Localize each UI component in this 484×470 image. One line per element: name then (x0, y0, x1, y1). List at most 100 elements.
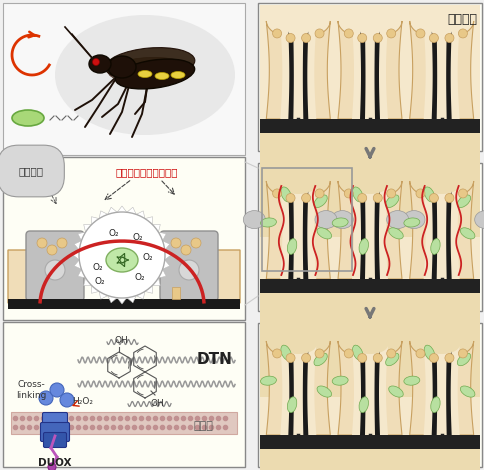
Circle shape (373, 353, 381, 362)
Ellipse shape (402, 211, 424, 228)
Polygon shape (359, 191, 379, 279)
Bar (259, 165, 479, 309)
Circle shape (444, 194, 453, 203)
Text: DTN: DTN (197, 352, 232, 368)
Bar (259, 435, 479, 449)
Circle shape (286, 33, 294, 42)
Text: O₂: O₂ (142, 253, 153, 263)
Circle shape (415, 349, 424, 358)
Circle shape (60, 393, 74, 407)
FancyBboxPatch shape (26, 231, 84, 301)
Circle shape (39, 391, 53, 405)
Polygon shape (293, 33, 302, 119)
Ellipse shape (332, 218, 348, 227)
Polygon shape (431, 351, 451, 435)
Ellipse shape (332, 376, 348, 385)
Polygon shape (126, 296, 136, 303)
Bar (259, 119, 479, 133)
Text: H₂O₂: H₂O₂ (72, 398, 93, 407)
Ellipse shape (352, 187, 363, 202)
Circle shape (179, 260, 198, 280)
Circle shape (428, 353, 438, 362)
Ellipse shape (260, 376, 276, 385)
Ellipse shape (474, 211, 484, 228)
Ellipse shape (108, 57, 188, 83)
Circle shape (315, 29, 323, 38)
FancyBboxPatch shape (44, 432, 66, 447)
Ellipse shape (317, 228, 331, 239)
Polygon shape (152, 225, 160, 232)
Text: DUOX: DUOX (38, 458, 72, 468)
Circle shape (428, 194, 438, 203)
Circle shape (444, 33, 453, 42)
Ellipse shape (108, 56, 136, 78)
Circle shape (457, 349, 467, 358)
Ellipse shape (115, 59, 194, 89)
Polygon shape (436, 33, 446, 119)
Ellipse shape (317, 386, 331, 397)
Polygon shape (207, 250, 240, 303)
Polygon shape (32, 235, 212, 305)
Circle shape (286, 353, 294, 362)
Polygon shape (99, 211, 107, 219)
Polygon shape (91, 285, 99, 293)
Ellipse shape (385, 353, 398, 366)
Bar (172, 287, 180, 299)
Ellipse shape (388, 386, 402, 397)
Polygon shape (136, 211, 145, 219)
Polygon shape (91, 217, 99, 225)
Ellipse shape (403, 376, 419, 385)
Bar (259, 449, 479, 470)
Ellipse shape (388, 228, 402, 239)
Bar (3, 3, 244, 155)
Text: 酸欠細胞: 酸欠細胞 (18, 166, 44, 176)
Ellipse shape (138, 70, 151, 78)
Polygon shape (359, 351, 379, 435)
Polygon shape (145, 217, 152, 225)
Polygon shape (99, 291, 107, 299)
Polygon shape (431, 191, 451, 279)
Polygon shape (136, 291, 145, 299)
Ellipse shape (314, 211, 336, 228)
Text: Cross-
linking: Cross- linking (16, 380, 46, 400)
Ellipse shape (430, 239, 439, 254)
Polygon shape (293, 193, 302, 279)
Polygon shape (158, 232, 166, 241)
Circle shape (373, 194, 381, 203)
Polygon shape (162, 260, 169, 269)
Circle shape (301, 33, 310, 42)
Polygon shape (364, 193, 374, 279)
Circle shape (386, 29, 395, 38)
Text: O₂: O₂ (135, 273, 145, 282)
Polygon shape (409, 21, 473, 119)
Bar (259, 5, 479, 149)
Polygon shape (280, 345, 316, 435)
Circle shape (415, 189, 424, 198)
Text: O₂: O₂ (133, 233, 143, 242)
Ellipse shape (403, 218, 419, 227)
Polygon shape (423, 345, 459, 435)
Polygon shape (293, 353, 302, 435)
Ellipse shape (287, 239, 296, 254)
Circle shape (444, 353, 453, 362)
Polygon shape (423, 25, 459, 119)
Polygon shape (145, 285, 152, 293)
Polygon shape (351, 25, 387, 119)
Circle shape (457, 189, 467, 198)
Circle shape (344, 349, 352, 358)
Circle shape (272, 189, 281, 198)
Circle shape (181, 245, 191, 255)
Circle shape (37, 238, 47, 248)
Ellipse shape (358, 239, 368, 254)
Text: 細胞膜: 細胞膜 (193, 421, 212, 431)
Polygon shape (152, 278, 160, 286)
Ellipse shape (459, 228, 474, 239)
Polygon shape (117, 298, 126, 304)
Polygon shape (351, 185, 387, 279)
Circle shape (357, 194, 366, 203)
FancyBboxPatch shape (160, 231, 217, 301)
Circle shape (315, 349, 323, 358)
Text: 新しく形成された気管: 新しく形成された気管 (116, 167, 178, 177)
Bar (257, 323, 481, 467)
Polygon shape (74, 260, 81, 269)
